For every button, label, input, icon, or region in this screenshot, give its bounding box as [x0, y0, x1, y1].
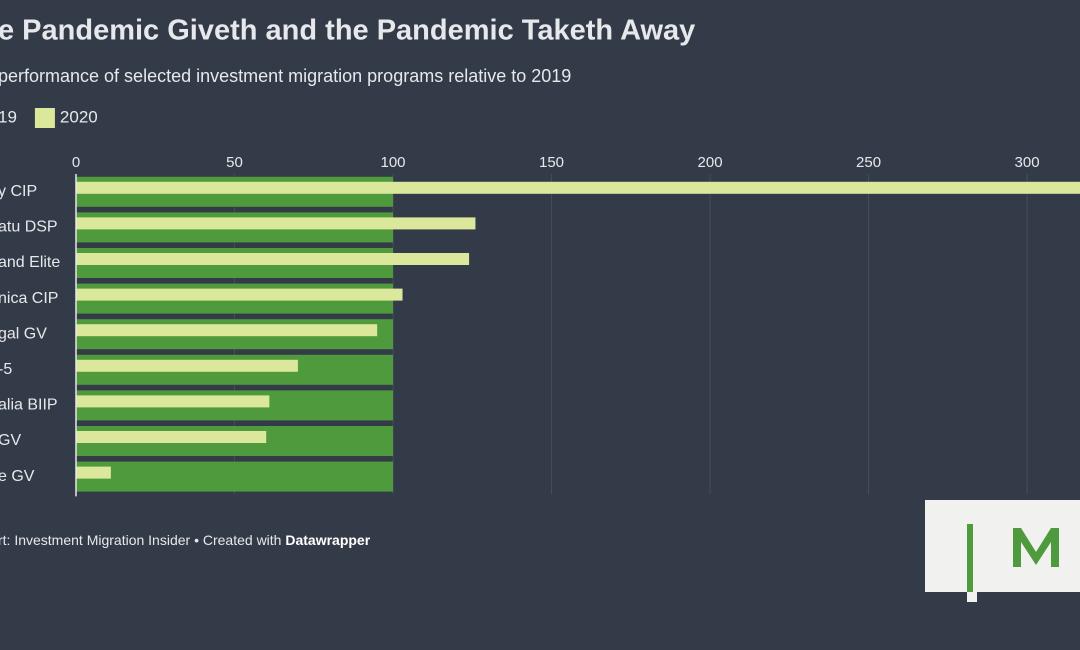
- bar: [76, 181, 1080, 194]
- bar: [76, 395, 270, 408]
- legend-label: 19: [0, 107, 17, 126]
- bar: [76, 217, 476, 230]
- source: rt: Investment Migration Insider • Creat…: [0, 532, 371, 548]
- category-label: gal GV: [0, 325, 47, 342]
- bar: [76, 324, 378, 337]
- legend-swatch: [34, 108, 55, 128]
- x-tick-label: 300: [1015, 154, 1040, 171]
- legend-label: 2020: [60, 107, 98, 126]
- bar: [76, 461, 394, 492]
- logo: [925, 500, 1080, 602]
- logo-notch: [967, 592, 977, 602]
- bar: [76, 253, 470, 265]
- x-tick-label: 250: [856, 154, 881, 171]
- category-label: nica CIP: [0, 290, 58, 307]
- category-label: GV: [0, 432, 21, 449]
- bar: [76, 359, 298, 372]
- category-label: and Elite: [0, 254, 60, 271]
- bar: [76, 431, 267, 443]
- category-label: alia BIIP: [0, 397, 58, 414]
- x-tick-label: 100: [381, 154, 406, 171]
- chart-title: e Pandemic Giveth and the Pandemic Taket…: [0, 15, 695, 47]
- bar: [76, 288, 403, 301]
- category-label: atu DSP: [0, 219, 58, 236]
- category-label: e GV: [0, 468, 35, 485]
- x-tick-label: 50: [226, 154, 243, 171]
- category-label: y CIP: [0, 183, 37, 200]
- bar: [76, 466, 111, 479]
- logo-m: [1013, 528, 1059, 567]
- chart-subtitle: performance of selected investment migra…: [0, 66, 571, 86]
- category-label: -5: [0, 361, 12, 378]
- x-tick-label: 150: [539, 154, 564, 171]
- x-tick-label: 0: [72, 154, 80, 171]
- logo-bar: [967, 524, 973, 602]
- x-tick-label: 200: [698, 154, 723, 171]
